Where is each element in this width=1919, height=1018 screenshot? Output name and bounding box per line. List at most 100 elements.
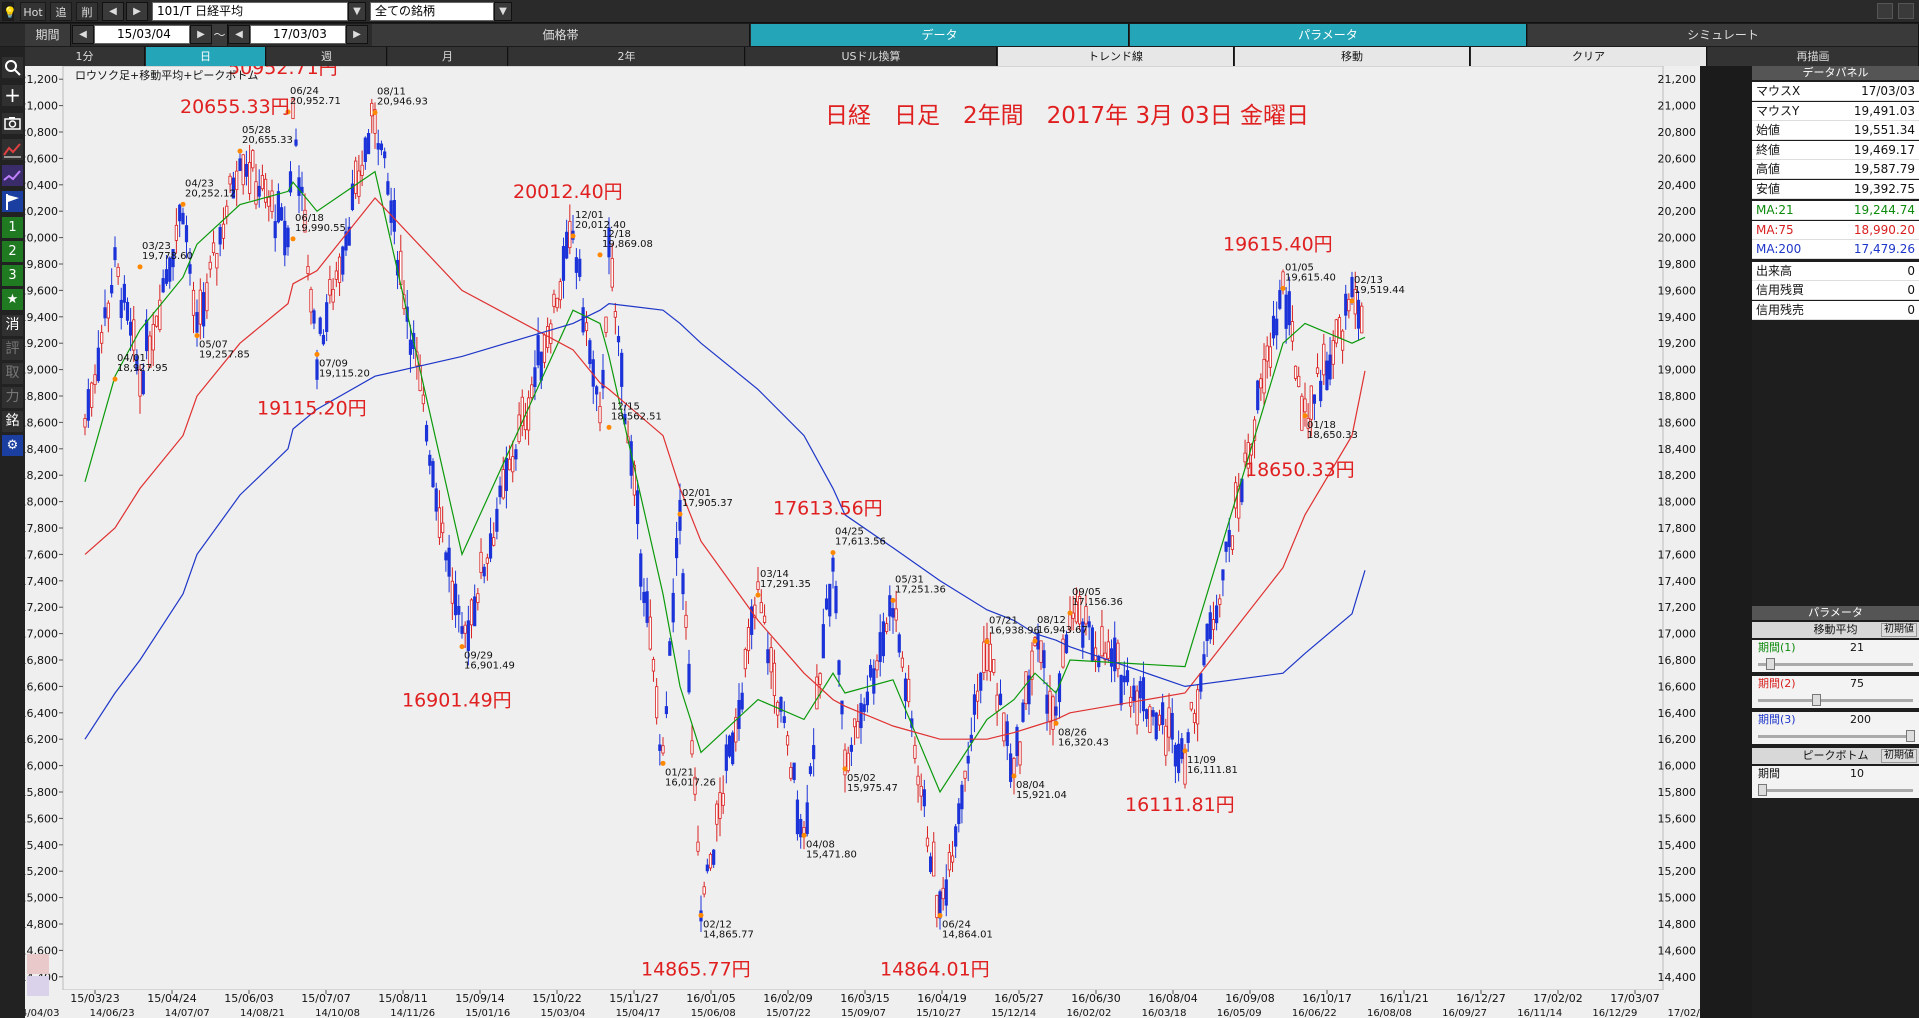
x-tick-label-secondary: 16/11/14 — [1517, 1008, 1562, 1018]
candle-body — [1325, 360, 1329, 390]
chart-title: 日経 日足 2年間 2017年 3月 03日 金曜日 — [825, 103, 1309, 129]
delete-button[interactable]: 削 — [76, 2, 98, 21]
tab-clear[interactable]: クリア — [1471, 47, 1707, 66]
from-date-field[interactable]: 15/03/04 — [94, 25, 190, 44]
ma-period-3-row: 期間(3) 200 — [1752, 712, 1919, 728]
ma-period-3-value[interactable]: 200 — [1850, 713, 1871, 726]
symbol-field[interactable]: 101/T 日経平均 — [152, 2, 348, 21]
to-next-icon[interactable]: ▶ — [346, 25, 368, 44]
flag-icon[interactable] — [2, 191, 23, 212]
peak-date-label: 06/24 — [290, 86, 319, 97]
input-button[interactable]: 力 — [2, 387, 23, 408]
x-tick-label: 15/11/27 — [609, 992, 658, 1005]
candle-body — [1116, 642, 1120, 670]
candle-body — [337, 256, 342, 283]
restore-window-icon[interactable] — [1877, 3, 1893, 19]
mini-indicator-icon[interactable] — [27, 976, 49, 996]
import-button[interactable]: 取 — [2, 363, 23, 384]
to-prev-icon[interactable]: ◀ — [228, 25, 250, 44]
ma-period-3-slider[interactable] — [1752, 728, 1919, 744]
add-button[interactable]: 追 — [50, 2, 72, 21]
range-tilde: ～ — [212, 24, 228, 46]
evaluate-button[interactable]: 評 — [2, 339, 23, 360]
candle-body — [1141, 677, 1146, 712]
peak-date-label: 08/12 — [1037, 615, 1066, 626]
tab-price-band[interactable]: 価格帯 — [372, 24, 750, 46]
tab-monthly[interactable]: 月 — [388, 47, 508, 66]
x-tick-label-secondary: 17/02/17 — [1668, 1008, 1700, 1018]
pb-period-value[interactable]: 10 — [1850, 767, 1864, 780]
symbol-dropdown-icon[interactable]: ▼ — [348, 2, 366, 21]
candle-body — [431, 461, 435, 488]
from-prev-icon[interactable]: ◀ — [72, 25, 94, 44]
mini-chart-icon[interactable] — [27, 954, 49, 974]
pb-period-track — [1758, 789, 1913, 792]
preset-2-icon[interactable]: 2 — [2, 241, 23, 262]
tab-daily[interactable]: 日 — [146, 47, 266, 66]
candle-body — [565, 231, 569, 259]
candle-body — [1122, 675, 1126, 683]
star-icon[interactable]: ★ — [2, 289, 23, 310]
tab-weekly[interactable]: 週 — [267, 47, 387, 66]
crosshair-icon[interactable]: + — [2, 85, 23, 106]
peak-date-label: 12/15 — [611, 401, 640, 412]
ma-period-2-knob[interactable] — [1812, 694, 1821, 706]
tab-data[interactable]: データ — [751, 24, 1129, 46]
ma-reset-button[interactable]: 初期値 — [1881, 623, 1917, 637]
candle-body — [903, 678, 908, 702]
chart-area[interactable]: 21,200 21,000 20,800 20,600 20,400 20,200 20,0… — [25, 66, 1700, 1018]
chart-indicator-icon[interactable] — [2, 165, 23, 186]
price-chart[interactable]: 21,200 21,000 20,800 20,600 20,400 20,200 20,0… — [25, 66, 1700, 1018]
prev-symbol-icon[interactable]: ◀ — [102, 2, 124, 21]
universe-dropdown-icon[interactable]: ▼ — [494, 2, 512, 21]
candle-body — [1071, 612, 1075, 619]
symbol-button[interactable]: 銘 — [2, 411, 23, 432]
candle-body — [1211, 619, 1216, 630]
ma-period-3-knob[interactable] — [1906, 730, 1915, 742]
peak-value-labels: 20655.33円 50952.71円 19115.20円 16901.49円 2001… — [180, 66, 1355, 981]
candle-body — [428, 454, 432, 466]
ma-period-1-value[interactable]: 21 — [1850, 641, 1864, 654]
hot-button[interactable]: Hot — [20, 2, 46, 21]
tab-redraw[interactable]: 再描画 — [1708, 47, 1919, 66]
erase-button[interactable]: 消 — [2, 315, 23, 336]
candle-body — [907, 678, 911, 703]
tab-1min[interactable]: 1分 — [25, 47, 145, 66]
ma-period-2-slider[interactable] — [1752, 692, 1919, 708]
chart-line-icon[interactable] — [2, 139, 23, 160]
candle-body — [743, 649, 747, 670]
candle-body — [668, 641, 672, 656]
to-date-field[interactable]: 17/03/03 — [250, 25, 346, 44]
camera-icon[interactable] — [2, 113, 23, 134]
from-next-icon[interactable]: ▶ — [190, 25, 212, 44]
pb-reset-button[interactable]: 初期値 — [1881, 749, 1917, 763]
candle-body — [195, 312, 199, 333]
universe-field[interactable]: 全ての銘柄 — [370, 2, 494, 21]
candle-body — [1186, 732, 1190, 743]
candle-body — [824, 598, 829, 610]
ma-period-1-slider[interactable] — [1752, 656, 1919, 672]
search-icon[interactable] — [2, 57, 23, 78]
pb-period-knob[interactable] — [1758, 784, 1767, 796]
tab-2year[interactable]: 2年 — [509, 47, 745, 66]
preset-1-icon[interactable]: 1 — [2, 217, 23, 238]
tab-trendline[interactable]: トレンド線 — [998, 47, 1234, 66]
peak-dot — [1011, 773, 1017, 779]
tab-simulate[interactable]: シミュレート — [1528, 24, 1919, 46]
pb-period-slider[interactable] — [1752, 782, 1919, 798]
peak-dot — [285, 109, 291, 115]
preset-3-icon[interactable]: 3 — [2, 265, 23, 286]
peak-date-label: 09/29 — [464, 651, 493, 662]
ma-period-2-value[interactable]: 75 — [1850, 677, 1864, 690]
peak-value-label: 14,864.01 — [942, 930, 993, 941]
tab-parameter[interactable]: パラメータ — [1130, 24, 1527, 46]
tab-usd-conversion[interactable]: USドル換算 — [746, 47, 997, 66]
candle-body — [878, 632, 882, 663]
tab-move[interactable]: 移動 — [1235, 47, 1470, 66]
gear-icon[interactable]: ⚙ — [2, 435, 23, 456]
ma-period-1-knob[interactable] — [1766, 658, 1775, 670]
close-window-icon[interactable] — [1898, 3, 1914, 19]
next-symbol-icon[interactable]: ▶ — [126, 2, 148, 21]
peak-date-label: 05/02 — [847, 773, 876, 784]
bulb-icon[interactable]: 💡 — [2, 2, 17, 21]
